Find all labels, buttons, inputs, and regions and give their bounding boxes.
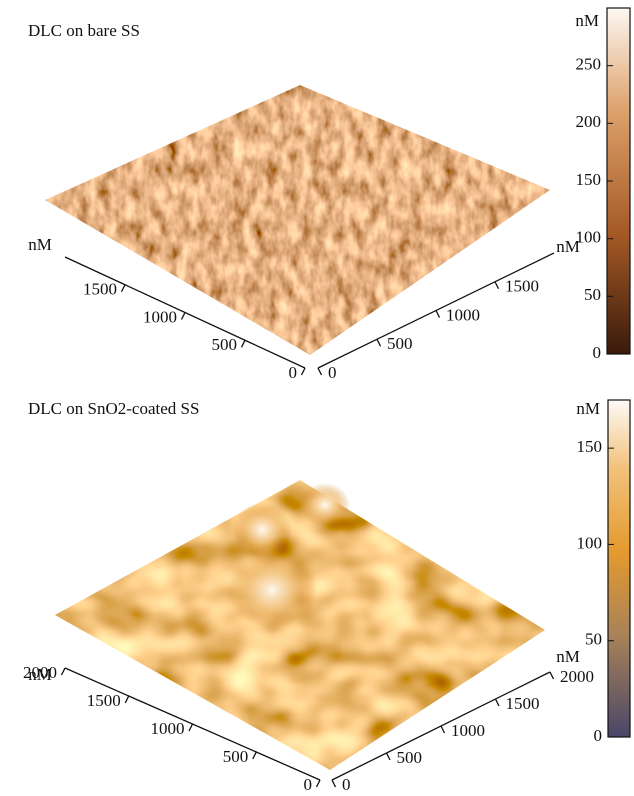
axis-tick [302,368,306,375]
axis-tick-label: 500 [223,747,249,766]
axis-tick-label: 1000 [143,307,177,326]
colorbar [608,400,630,737]
axis-tick-label: 0 [342,775,351,794]
axis-tick-label: 2000 [23,663,57,682]
axis-tick-label: 0 [328,363,337,382]
axis-tick [377,339,381,346]
axis-tick-label: 1500 [506,694,540,713]
colorbar-tick-label: 150 [577,437,603,456]
colorbar-unit: nM [575,11,599,30]
axis-unit: nM [28,235,52,254]
axis-tick [332,780,336,787]
axis-tick-label: 2000 [560,667,594,686]
colorbar-tick-label: 0 [593,343,602,362]
axis-tick [317,780,321,787]
axis-tick [182,313,186,320]
axis-tick-label: 1500 [83,280,117,299]
colorbar-tick-label: 200 [576,112,602,131]
colorbar-tick-label: 100 [577,533,603,552]
peak [227,552,317,628]
axis-tick-label: 500 [397,748,423,767]
axis-tick [253,752,257,759]
colorbar-unit: nM [576,399,600,418]
axis-tick-label: 1000 [451,721,485,740]
axis-tick-label: 1500 [505,277,539,296]
axis-tick [189,724,193,731]
peak [300,483,350,527]
axis-unit: nM [556,647,580,666]
axis-tick [550,672,554,679]
axis-tick-label: 500 [212,335,238,354]
axis-tick-label: 500 [387,334,413,353]
colorbar-tick-label: 50 [585,630,602,649]
axis-tick [122,285,126,292]
axis-tick-label: 0 [304,775,313,794]
axis-tick [495,282,499,289]
axis-tick-label: 1000 [446,305,480,324]
peak [232,502,292,558]
colorbar-tick-label: 150 [576,170,602,189]
colorbar-tick-label: 250 [576,55,602,74]
panel-title: DLC on bare SS [28,21,140,40]
axis-tick-label: 1500 [87,691,121,710]
axis-tick-label: 1000 [151,719,185,738]
axis-tick [387,753,391,760]
axis-tick [242,340,246,347]
axis-tick [318,368,322,375]
axis-tick [125,696,129,703]
panel-title: DLC on SnO2-coated SS [28,399,199,418]
axis-tick [62,668,66,675]
colorbar-tick-label: 0 [594,726,603,745]
axis-tick-label: 0 [289,363,298,382]
colorbar-tick-label: 50 [584,285,601,304]
axis-tick [436,311,440,318]
axis-tick [496,699,500,706]
axis-unit: nM [556,237,580,256]
axis-tick [441,726,445,733]
figure: DLC on bare SS DLC on SnO2-coated SS nM 0… [0,0,634,796]
